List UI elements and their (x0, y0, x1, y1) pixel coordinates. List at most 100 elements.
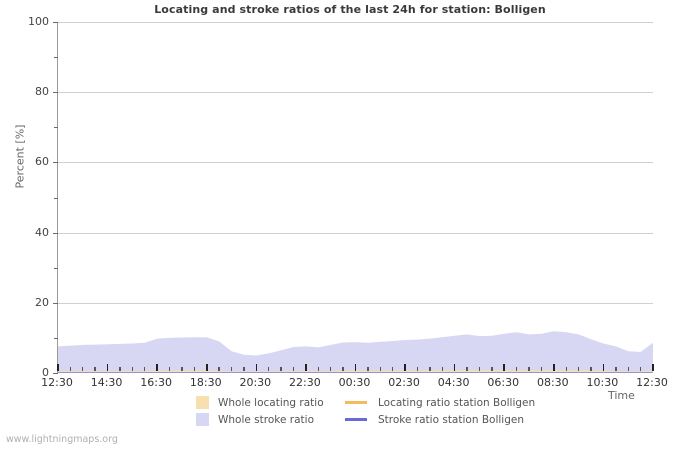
y-tick-major (53, 232, 58, 234)
x-tick-minor (391, 367, 394, 371)
x-tick-minor (280, 367, 282, 371)
y-tick-minor (54, 127, 58, 129)
x-tick-label: 00:30 (338, 376, 371, 389)
legend-swatch-line-icon (345, 418, 367, 421)
x-tick-major (652, 364, 654, 371)
gridline (58, 22, 653, 23)
chart-legend: Whole locating ratio Locating ratio stati… (0, 394, 700, 428)
x-tick-minor (243, 367, 245, 371)
x-tick-minor (292, 367, 295, 371)
x-tick-minor (168, 367, 171, 371)
x-tick-major (106, 364, 109, 371)
x-tick-minor (416, 367, 419, 371)
y-tick-label: 20 (35, 295, 49, 309)
x-axis-label: Time (608, 389, 635, 402)
x-tick-minor (491, 367, 493, 371)
x-tick-minor (367, 367, 369, 371)
legend-label: Whole locating ratio (218, 397, 324, 409)
y-tick-label: 40 (35, 225, 49, 239)
watermark: www.lightningmaps.org (6, 434, 118, 445)
x-tick-minor (590, 367, 592, 371)
x-tick-minor (119, 367, 121, 371)
legend-label: Locating ratio station Bolligen (378, 397, 536, 409)
x-tick-label: 10:30 (586, 376, 619, 389)
x-tick-minor (639, 367, 642, 371)
gridline (58, 302, 653, 304)
x-tick-minor (478, 367, 481, 371)
x-tick-major (57, 364, 59, 371)
x-tick-minor (627, 367, 629, 371)
area-series (58, 370, 653, 373)
x-tick-label: 14:30 (90, 376, 123, 389)
plot-area (53, 22, 654, 374)
y-tick-major (53, 92, 58, 94)
x-tick-label: 08:30 (536, 376, 569, 389)
gridline (58, 232, 653, 234)
x-tick-major (503, 364, 506, 371)
x-tick-major (553, 364, 555, 371)
legend-swatch-line-icon (345, 401, 367, 404)
x-tick-minor (342, 367, 344, 371)
y-tick-minor (54, 197, 58, 199)
x-tick-minor (577, 367, 580, 371)
y-tick-major (53, 22, 58, 23)
y-tick-label: 60 (35, 155, 49, 169)
x-tick-label: 16:30 (140, 376, 172, 389)
chart-title: Locating and stroke ratios of the last 2… (154, 3, 546, 16)
x-tick-minor (268, 367, 270, 371)
x-tick-minor (540, 367, 543, 371)
legend-swatch-box-icon (196, 413, 209, 426)
area-series (58, 331, 653, 373)
gridline (58, 162, 653, 164)
x-tick-minor (330, 367, 332, 371)
x-tick-major (205, 364, 208, 371)
x-tick-major (255, 364, 258, 371)
legend-swatch-box-icon (196, 396, 209, 409)
series-plot (58, 331, 653, 373)
x-tick-minor (379, 367, 381, 371)
x-tick-label: 04:30 (437, 376, 470, 389)
x-tick-minor (181, 367, 183, 371)
gridline (58, 92, 653, 94)
x-tick-minor (317, 367, 319, 371)
x-tick-label: 06:30 (487, 376, 520, 389)
x-tick-minor (441, 367, 443, 371)
x-tick-minor (218, 367, 220, 371)
x-tick-minor (144, 367, 146, 371)
x-tick-minor (515, 367, 518, 371)
x-tick-minor (94, 367, 96, 371)
y-tick-minor (54, 337, 58, 339)
y-tick-major (53, 162, 58, 164)
x-tick-label: 12:30 (41, 376, 73, 389)
y-tick-minor (54, 57, 58, 59)
x-tick-major (354, 364, 357, 371)
x-tick-minor (466, 367, 468, 371)
y-tick-major (53, 302, 58, 304)
x-tick-minor (429, 367, 431, 371)
y-tick-minor (54, 267, 58, 269)
x-tick-major (602, 364, 605, 371)
x-tick-minor (565, 367, 567, 371)
y-tick-major (53, 373, 58, 374)
x-tick-major (156, 364, 158, 371)
x-tick-major (453, 364, 456, 371)
y-tick-label: 80 (35, 85, 49, 99)
x-tick-minor (230, 367, 233, 371)
x-tick-label: 18:30 (189, 376, 222, 389)
y-tick-label: 100 (28, 15, 49, 28)
x-tick-minor (615, 367, 617, 371)
x-tick-minor (82, 367, 84, 371)
legend-label: Whole stroke ratio (218, 414, 314, 426)
x-tick-minor (193, 367, 196, 371)
x-tick-minor (528, 367, 530, 371)
x-tick-major (305, 364, 307, 371)
x-tick-label: 12:30 (636, 376, 668, 389)
x-tick-label: 20:30 (239, 376, 272, 389)
x-tick-minor (131, 367, 134, 371)
legend-label: Stroke ratio station Bolligen (378, 414, 524, 426)
x-tick-label: 22:30 (289, 376, 321, 389)
y-tick-label: 0 (42, 366, 49, 379)
x-tick-major (404, 364, 406, 371)
x-tick-minor (69, 367, 72, 371)
